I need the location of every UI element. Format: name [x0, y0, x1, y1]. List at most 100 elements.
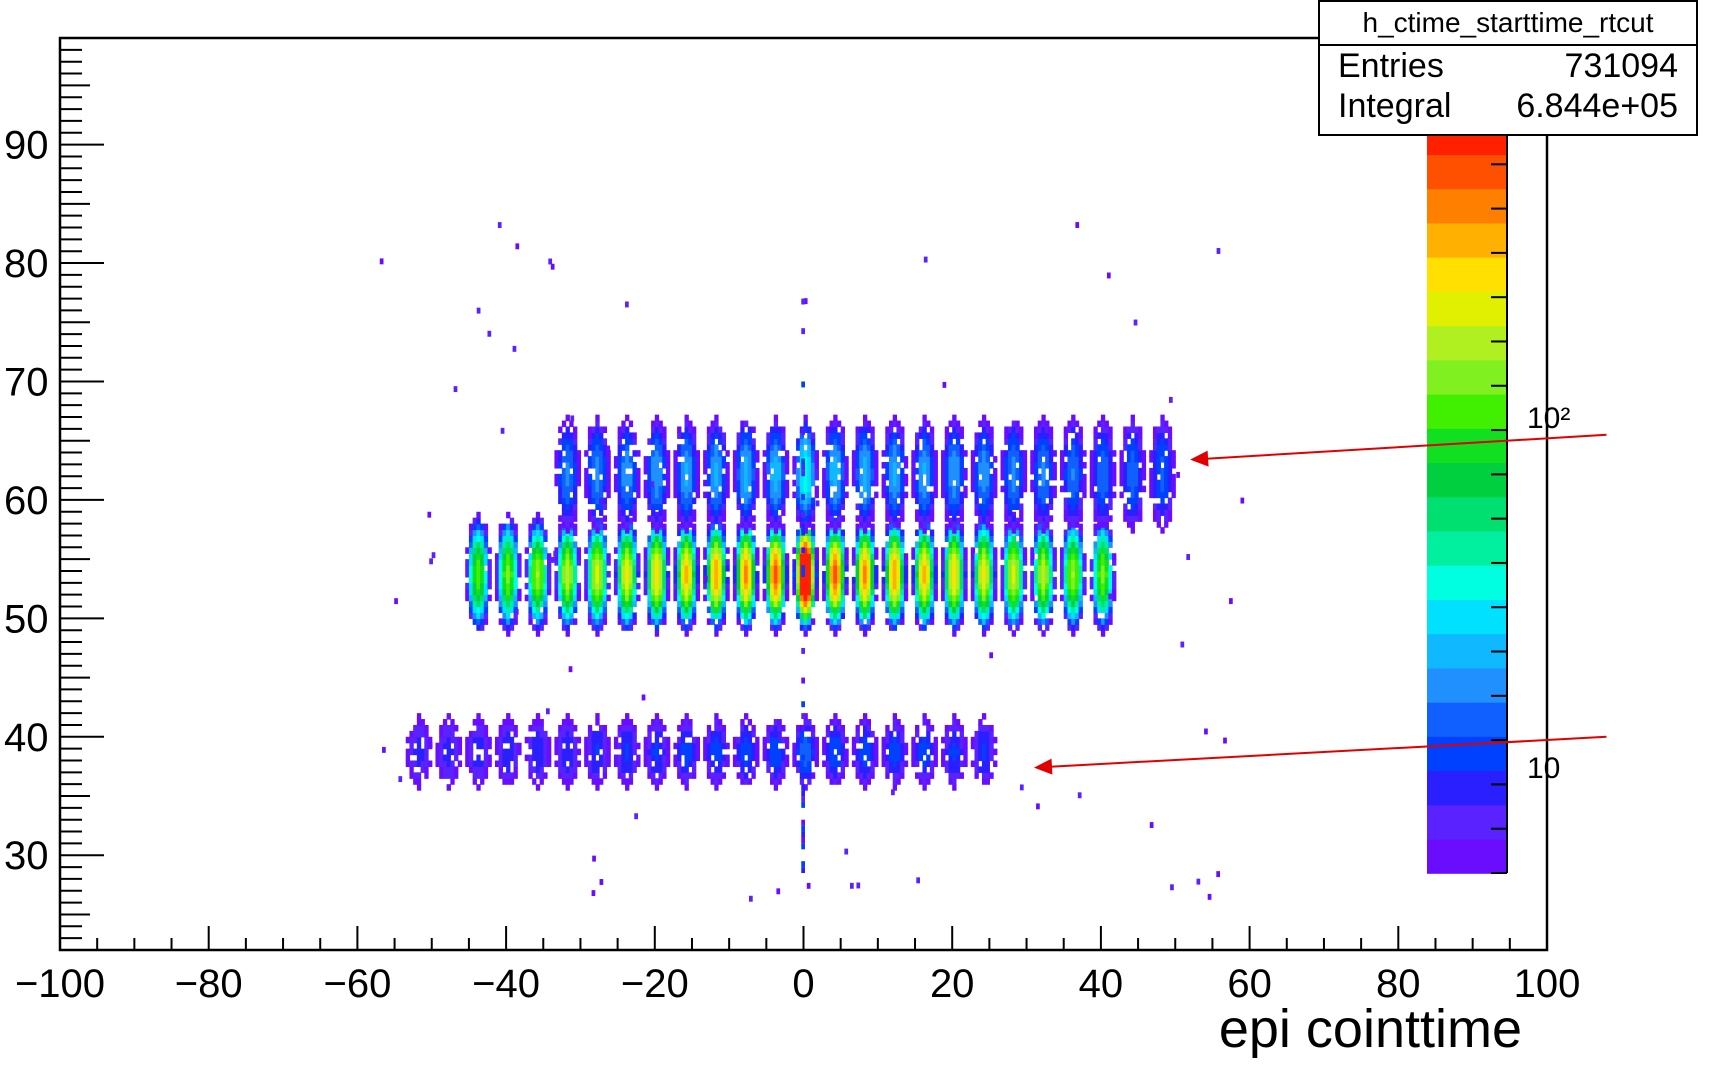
heatmap-cell [866, 444, 872, 451]
heatmap-cell [517, 588, 522, 596]
heatmap-cell [952, 515, 957, 522]
heatmap-cell [561, 473, 567, 481]
heatmap-cell [688, 479, 693, 487]
heatmap-cell [993, 467, 998, 475]
heatmap-cell [565, 485, 570, 493]
heatmap-cell [558, 426, 563, 434]
heatmap-cell [744, 713, 749, 720]
heatmap-cell [595, 570, 600, 578]
heatmap-cell [573, 515, 578, 522]
heatmap-cell [673, 559, 678, 566]
heatmap-cell [833, 618, 838, 625]
heatmap-cell [725, 485, 730, 493]
heatmap-cell [532, 541, 537, 548]
heatmap-cell [565, 547, 570, 554]
heatmap-cell [472, 778, 477, 785]
heatmap-cell [472, 772, 477, 779]
heatmap-cell [721, 754, 727, 762]
heatmap-cell [1156, 509, 1161, 516]
heatmap-cell [632, 766, 637, 773]
heatmap-cell [844, 736, 849, 744]
heatmap-cell [1007, 612, 1013, 619]
heatmap-cell [1045, 444, 1050, 451]
heatmap-cell [918, 582, 924, 590]
heatmap-cell [896, 432, 901, 439]
heatmap-cell [513, 529, 518, 537]
heatmap-cell [688, 485, 693, 493]
heatmap-cell [889, 529, 894, 537]
heatmap-cell [840, 535, 845, 542]
heatmap-cell [773, 748, 779, 756]
heatmap-cell [1167, 509, 1173, 516]
heatmap-cell [840, 724, 845, 732]
heatmap-cell [617, 565, 622, 572]
heatmap-cell [561, 485, 567, 493]
heatmap-cell [465, 565, 470, 572]
heatmap-cell [1019, 438, 1024, 445]
heatmap-cell [535, 606, 541, 614]
heatmap-cell [651, 576, 656, 584]
heatmap-cell [900, 438, 905, 445]
heatmap-cell [587, 600, 593, 608]
heatmap-cell [710, 618, 715, 625]
heatmap-cell [770, 612, 775, 619]
heatmap-cell [498, 748, 503, 756]
heatmap-cell [651, 559, 656, 566]
heatmap-cell [944, 576, 950, 584]
heatmap-cell [502, 523, 507, 531]
heatmap-cell [855, 456, 860, 463]
heatmap-cell [870, 576, 875, 584]
heatmap-cell [643, 559, 648, 566]
heatmap-cell [862, 462, 868, 469]
heatmap-cell [833, 612, 838, 619]
heatmap-cell [855, 600, 860, 608]
heatmap-cell [1097, 582, 1102, 590]
heatmap-cell [915, 432, 920, 439]
heatmap-cell [606, 479, 611, 487]
heatmap-cell [773, 754, 779, 762]
heatmap-cell [870, 535, 875, 542]
heatmap-cell [1108, 588, 1113, 596]
heatmap-cell [981, 467, 987, 475]
heatmap-cell [706, 523, 712, 531]
heatmap-cell [825, 547, 831, 554]
heatmap-cell [1063, 529, 1069, 537]
heatmap-cell [695, 570, 701, 578]
heatmap-cell [866, 624, 872, 631]
heatmap-cell [773, 766, 779, 773]
heatmap-cell [688, 529, 693, 537]
heatmap-cell [796, 515, 801, 522]
heatmap-cell [955, 523, 961, 531]
heatmap-cell [1045, 576, 1050, 584]
heatmap-cell [989, 535, 994, 542]
heatmap-cell [1007, 600, 1013, 608]
heatmap-cell [915, 553, 920, 560]
heatmap-cell [1093, 612, 1098, 619]
heatmap-cell [457, 760, 463, 768]
heatmap-cell [803, 450, 808, 457]
heatmap-cell [803, 724, 808, 732]
heatmap-cell [684, 588, 689, 596]
heatmap-cell [918, 541, 924, 548]
heatmap-cell [859, 576, 864, 584]
heatmap-cell [569, 485, 574, 493]
heatmap-cell [751, 535, 756, 542]
heatmap-cell [762, 479, 767, 487]
heatmap-cell [1164, 420, 1169, 428]
heatmap-cell [651, 497, 656, 505]
heatmap-cell [717, 754, 723, 762]
heatmap-cell [573, 553, 578, 560]
heatmap-cell [554, 760, 559, 768]
heatmap-cell [599, 517, 604, 525]
heatmap-cell [1171, 450, 1176, 457]
heatmap-cell [1037, 606, 1043, 614]
heatmap-cell [903, 462, 909, 469]
heatmap-cell [476, 553, 481, 560]
heatmap-cell [535, 612, 541, 619]
heatmap-cell [766, 467, 771, 475]
heatmap-cell [706, 444, 712, 451]
heatmap-cell [1048, 565, 1054, 572]
heatmap-cell [1033, 456, 1039, 463]
heatmap-cell [643, 588, 648, 596]
heatmap-cell [561, 515, 567, 522]
